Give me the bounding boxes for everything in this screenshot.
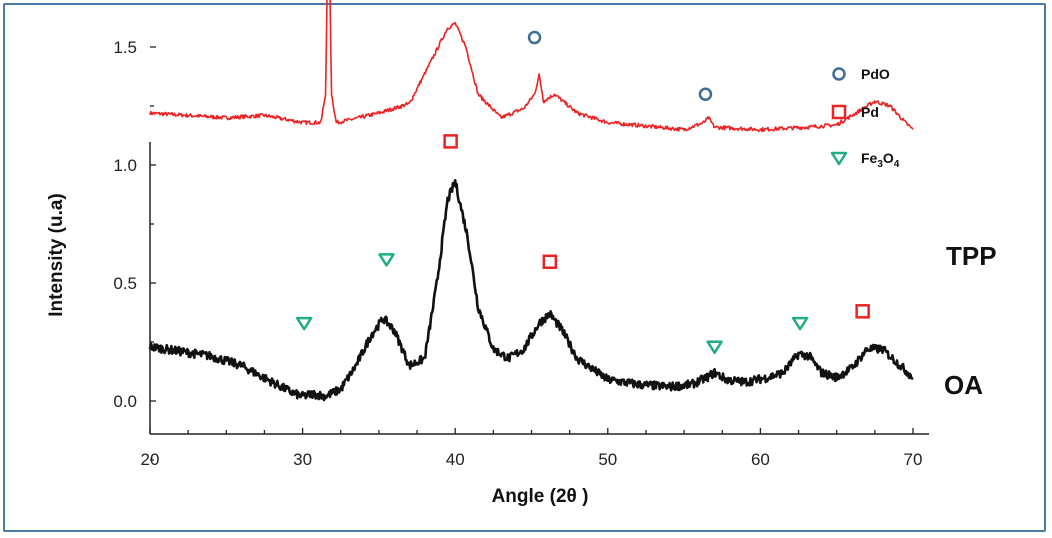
series-line-tpp bbox=[149, 0, 914, 133]
circle-peak-marker bbox=[527, 30, 542, 45]
series-layer bbox=[148, 0, 914, 402]
x-tick-label: 40 bbox=[446, 450, 465, 469]
axis-frame bbox=[149, 142, 929, 435]
triangle-down-peak-marker bbox=[706, 340, 723, 354]
square-peak-marker bbox=[855, 304, 870, 319]
square-peak-marker bbox=[542, 254, 558, 270]
sample-label-oa: OA bbox=[944, 370, 983, 400]
figure-frame bbox=[3, 3, 1046, 532]
peak-marker-layer bbox=[295, 30, 870, 354]
x-tick-label: 60 bbox=[751, 450, 770, 469]
sample-label-tpp: TPP bbox=[946, 241, 997, 271]
square-peak-marker bbox=[443, 134, 458, 149]
legend-label: Fe3O4 bbox=[861, 150, 900, 170]
y-tick-label: 1.5 bbox=[113, 38, 137, 57]
legend-triangle-down-icon bbox=[830, 151, 848, 166]
triangle-down-peak-marker bbox=[378, 253, 395, 267]
x-tick-label: 50 bbox=[598, 450, 617, 469]
series-line-oa bbox=[148, 179, 914, 402]
y-tick-label: 1.0 bbox=[113, 156, 137, 175]
y-tick-label: 0.5 bbox=[113, 274, 137, 293]
x-tick-label: 30 bbox=[293, 450, 312, 469]
x-axis-title: Angle (2θ ) bbox=[492, 486, 589, 507]
triangle-down-peak-marker bbox=[791, 316, 809, 331]
legend-square-icon bbox=[831, 104, 847, 120]
y-axis-title: Intensity (u.a) bbox=[46, 193, 67, 317]
legend-label: Pd bbox=[861, 104, 879, 120]
legend: PdO Pd Fe3O4 bbox=[830, 66, 900, 170]
triangle-down-peak-marker bbox=[295, 316, 313, 331]
circle-peak-marker bbox=[698, 87, 713, 101]
y-tick-label: 0.0 bbox=[113, 392, 137, 411]
y-axis-ticks: 0.00.51.01.52.0 bbox=[113, 38, 156, 461]
legend-label: PdO bbox=[861, 66, 890, 82]
x-tick-label: 70 bbox=[904, 450, 923, 469]
sample-labels: TPP OA bbox=[944, 241, 997, 400]
legend-circle-icon bbox=[832, 67, 846, 81]
